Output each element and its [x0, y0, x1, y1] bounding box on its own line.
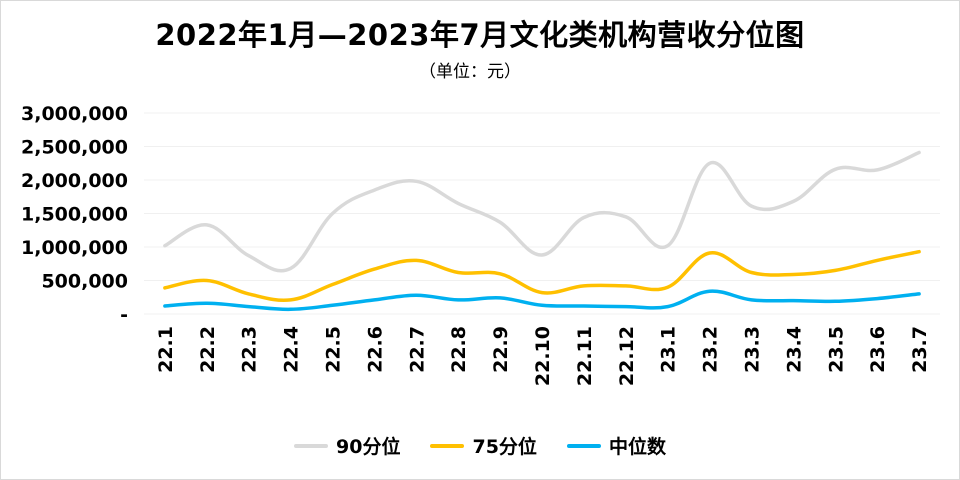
y-tick-label: -	[120, 304, 128, 326]
x-tick-label: 22.10	[532, 326, 554, 386]
x-tick-label: 23.2	[700, 326, 722, 373]
x-tick-label: 22.6	[364, 326, 386, 373]
y-axis-ticks: - 500,000 1,000,000 1,500,000 2,000,000 2,500…	[21, 103, 128, 326]
x-tick-label: 22.4	[281, 326, 303, 373]
legend: 90分位 75分位 中位数	[0, 432, 960, 459]
x-tick-label: 23.1	[658, 326, 680, 373]
chart-title: 2022年1月—2023年7月文化类机构营收分位图	[155, 18, 805, 52]
x-tick-label: 22.7	[406, 326, 428, 373]
series-line-90	[163, 150, 921, 273]
x-tick-label: 23.4	[783, 326, 805, 373]
y-tick-label: 500,000	[41, 271, 128, 293]
x-tick-label: 23.7	[909, 326, 931, 373]
legend-item-75: 75分位	[430, 432, 537, 459]
y-tick-label: 1,500,000	[21, 204, 128, 226]
legend-item-90: 90分位	[294, 432, 400, 459]
series-line-75	[163, 249, 921, 303]
series-line-median	[163, 289, 921, 312]
x-axis-ticks: 22.1 22.2 22.3 22.4 22.5 22.6 22.7 22.8 22.9 22.1…	[155, 326, 931, 386]
x-tick-label: 22.2	[197, 326, 219, 373]
y-tick-label: 1,000,000	[21, 237, 128, 259]
x-tick-label: 22.1	[155, 326, 177, 373]
x-tick-label: 23.3	[741, 326, 763, 373]
x-tick-label: 23.6	[867, 326, 889, 373]
x-tick-label: 22.8	[448, 326, 470, 373]
series-lines	[163, 150, 921, 312]
legend-label-90: 90分位	[336, 436, 401, 458]
legend-swatch-90	[294, 443, 329, 448]
y-tick-label: 3,000,000	[21, 103, 128, 125]
y-tick-label: 2,500,000	[21, 137, 128, 159]
y-tick-label: 2,000,000	[21, 170, 128, 192]
x-tick-label: 23.5	[825, 326, 847, 373]
x-tick-label: 22.3	[239, 326, 261, 373]
x-tick-label: 22.9	[490, 326, 512, 373]
legend-swatch-75	[430, 443, 465, 448]
legend-label-median: 中位数	[608, 436, 666, 458]
legend-item-median: 中位数	[566, 432, 666, 459]
x-tick-label: 22.12	[616, 326, 638, 386]
x-tick-label: 22.11	[574, 326, 596, 386]
x-tick-label: 22.5	[323, 326, 345, 373]
legend-label-75: 75分位	[472, 436, 537, 458]
chart-subtitle: （单位：元）	[419, 62, 521, 82]
grid-lines	[144, 112, 940, 315]
legend-swatch-median	[566, 443, 601, 448]
